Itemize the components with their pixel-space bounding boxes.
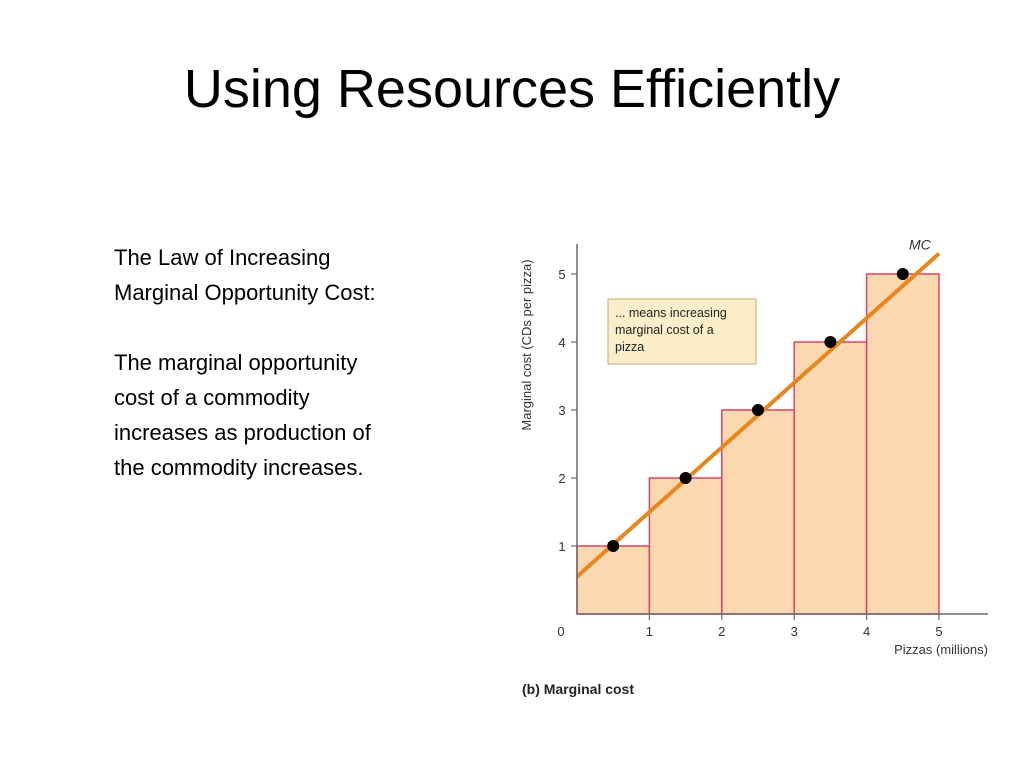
y-tick-label-3: 3	[558, 403, 565, 418]
x-tick-label-5: 5	[935, 624, 942, 639]
y-tick-label-2: 2	[558, 471, 565, 486]
annotation-text: ... means increasing marginal cost of a pi…	[615, 306, 727, 354]
y-tick-label-5: 5	[558, 267, 565, 282]
bar-4	[793, 341, 868, 615]
x-tick-label-1: 1	[646, 624, 653, 639]
annotation-group: ... means increasing marginal cost of a pi…	[607, 298, 757, 365]
data-point-3	[752, 404, 764, 416]
text-block: The Law of Increasing Marginal Opportuni…	[114, 240, 474, 485]
x-tick-label-0: 0	[557, 624, 564, 639]
x-tick-label-3: 3	[791, 624, 798, 639]
y-tick-label-4: 4	[558, 335, 565, 350]
law-heading: The Law of Increasing Marginal Opportuni…	[114, 245, 376, 305]
mc-line-label: MC	[909, 237, 932, 253]
data-point-2	[679, 472, 692, 484]
ticks-group: 1 2 3 4 5 0 1 2 3 4 5	[557, 267, 942, 639]
bars-group	[576, 273, 940, 615]
data-point-1	[607, 540, 620, 552]
bar-5	[865, 273, 940, 615]
points-group	[607, 268, 909, 552]
chart-caption: (b) Marginal cost	[522, 681, 634, 697]
x-tick-label-2: 2	[718, 624, 725, 639]
bar-1	[576, 545, 651, 615]
annotation-box	[607, 298, 757, 365]
slide-title: Using Resources Efficiently	[183, 59, 841, 119]
data-point-5	[896, 268, 909, 280]
x-axis-title: Pizzas (millions)	[894, 642, 988, 657]
x-tick-label-4: 4	[863, 624, 870, 639]
y-tick-label-1: 1	[558, 539, 565, 554]
data-point-4	[824, 336, 837, 348]
y-axis-title: Marginal cost (CDs per pizza)	[519, 259, 534, 430]
bar-3	[721, 409, 795, 615]
axes-group	[576, 244, 988, 615]
bar-2	[648, 477, 723, 615]
law-description: The marginal opportunity cost of a commo…	[114, 350, 371, 480]
